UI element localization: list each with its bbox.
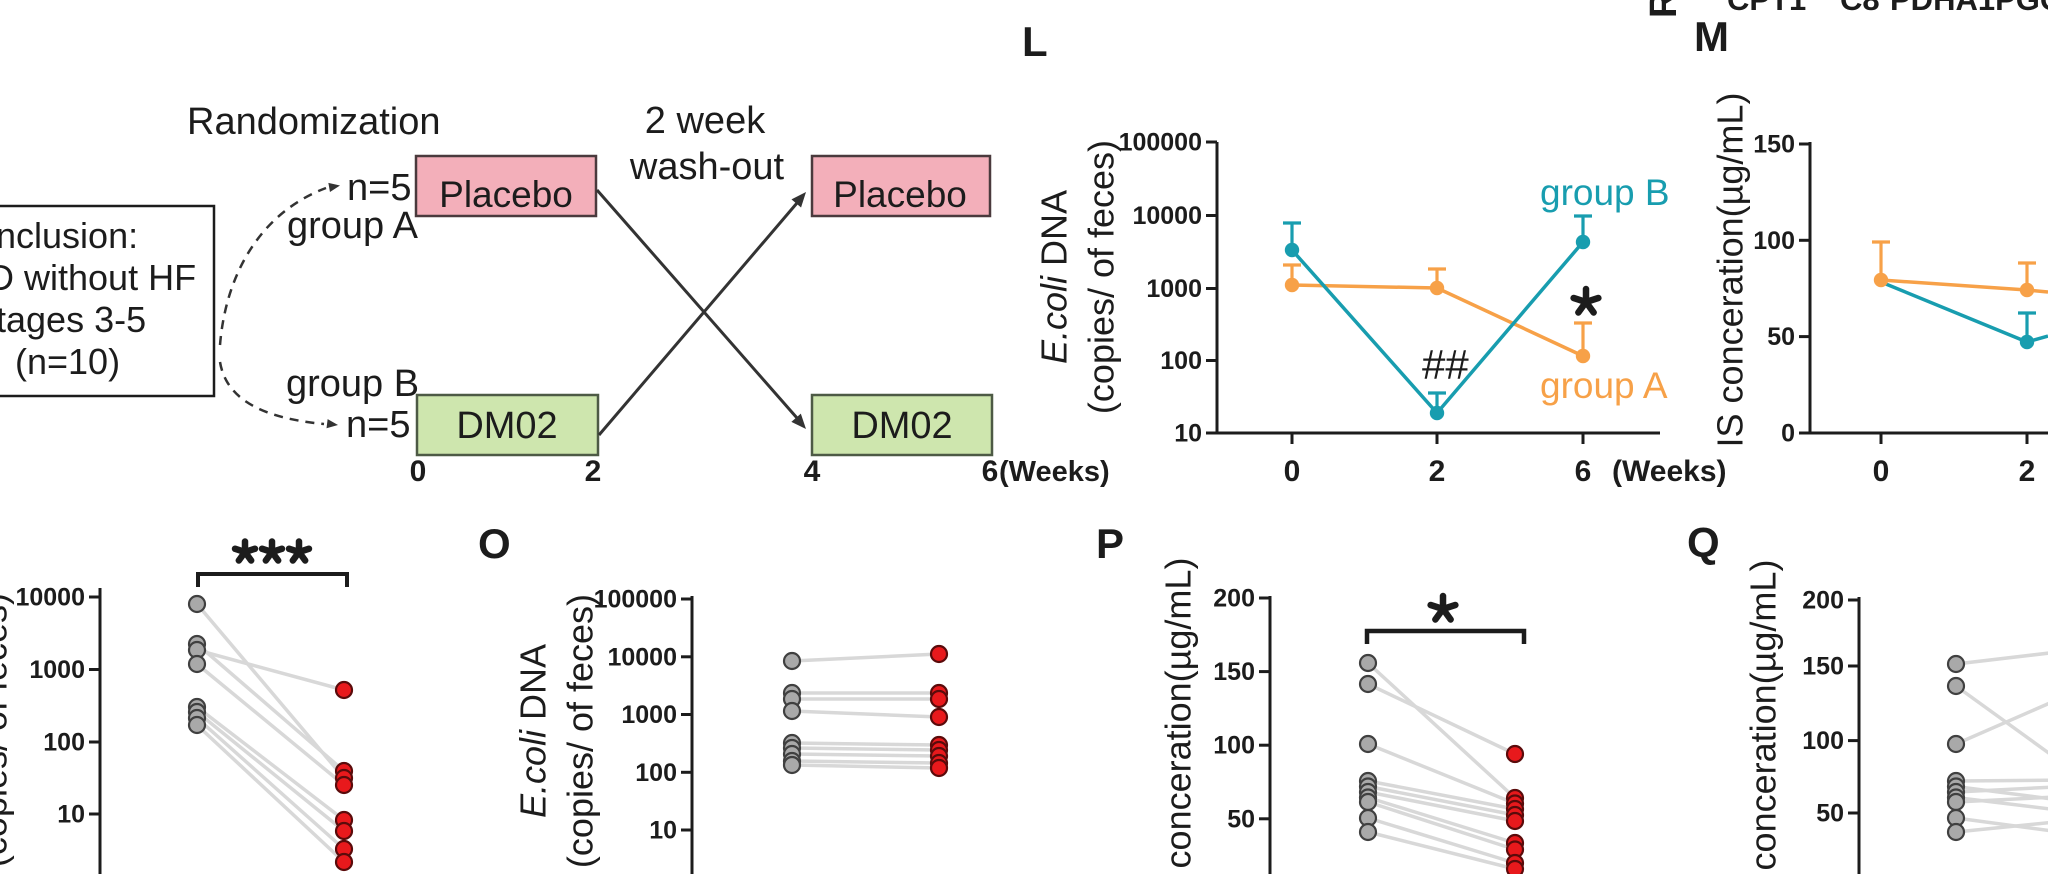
svg-text:Q: Q bbox=[1687, 519, 1720, 566]
svg-text:100000: 100000 bbox=[594, 586, 677, 614]
svg-text:Inclusion:: Inclusion: bbox=[0, 215, 138, 256]
svg-text:IS conceration(µg/mL): IS conceration(µg/mL) bbox=[1710, 93, 1751, 448]
svg-text:2: 2 bbox=[1429, 455, 1446, 488]
svg-text:n=5: n=5 bbox=[347, 167, 411, 209]
svg-text:0: 0 bbox=[1284, 455, 1301, 488]
svg-text:E.coli DNA: E.coli DNA bbox=[1034, 190, 1075, 364]
svg-text:6: 6 bbox=[1575, 455, 1592, 488]
svg-text:E.coli DNA: E.coli DNA bbox=[513, 644, 554, 818]
svg-text:(copies/ of feces): (copies/ of feces) bbox=[0, 593, 15, 867]
svg-text:group A: group A bbox=[1540, 365, 1668, 406]
svg-text:10000: 10000 bbox=[607, 643, 677, 671]
svg-text:DM02: DM02 bbox=[851, 405, 952, 447]
svg-text:50: 50 bbox=[1816, 800, 1844, 828]
svg-text:Placebo: Placebo bbox=[833, 174, 967, 215]
svg-text:150: 150 bbox=[1213, 658, 1255, 686]
svg-text:50: 50 bbox=[1227, 805, 1255, 833]
svg-text:10: 10 bbox=[649, 817, 677, 845]
svg-text:conceration(µg/mL): conceration(µg/mL) bbox=[1743, 560, 1784, 871]
svg-text:DM02: DM02 bbox=[456, 405, 557, 447]
svg-text:2: 2 bbox=[585, 455, 602, 488]
svg-text:10: 10 bbox=[57, 801, 85, 829]
svg-text:100: 100 bbox=[1753, 227, 1795, 255]
svg-text:50: 50 bbox=[1767, 323, 1795, 351]
svg-text:0: 0 bbox=[410, 455, 427, 488]
svg-text:CPT1: CPT1 bbox=[1727, 0, 1806, 17]
svg-text:150: 150 bbox=[1753, 131, 1795, 159]
svg-text:group A: group A bbox=[287, 205, 419, 247]
svg-text:R: R bbox=[1643, 0, 1685, 18]
svg-text:(copies/ of feces): (copies/ of feces) bbox=[1081, 140, 1122, 414]
svg-text:O: O bbox=[478, 520, 511, 567]
svg-text:2 week: 2 week bbox=[645, 100, 766, 142]
svg-text:1000: 1000 bbox=[29, 656, 85, 684]
svg-text:Randomization: Randomization bbox=[187, 101, 440, 143]
svg-text:M: M bbox=[1694, 13, 1729, 60]
svg-text:100: 100 bbox=[1160, 347, 1202, 375]
svg-text:1000: 1000 bbox=[621, 701, 677, 729]
svg-text:100: 100 bbox=[1213, 732, 1255, 760]
svg-text:2: 2 bbox=[2019, 455, 2036, 488]
svg-text:stages 3-5: stages 3-5 bbox=[0, 299, 146, 340]
svg-text:(n=10): (n=10) bbox=[15, 341, 120, 382]
svg-text:P: P bbox=[1096, 520, 1124, 567]
svg-text:C8: C8 bbox=[1840, 0, 1880, 17]
svg-text:200: 200 bbox=[1213, 585, 1255, 613]
svg-text:group B: group B bbox=[286, 363, 419, 405]
svg-text:100: 100 bbox=[635, 759, 677, 787]
svg-text:L: L bbox=[1022, 18, 1048, 65]
svg-text:200: 200 bbox=[1802, 587, 1844, 615]
svg-text:10: 10 bbox=[1174, 420, 1202, 448]
svg-text:10000: 10000 bbox=[15, 584, 85, 612]
svg-text:1000: 1000 bbox=[1146, 275, 1202, 303]
svg-text:(Weeks): (Weeks) bbox=[999, 456, 1110, 488]
svg-text:wash-out: wash-out bbox=[629, 146, 785, 188]
svg-text:##: ## bbox=[1422, 341, 1469, 388]
svg-text:6: 6 bbox=[982, 455, 999, 488]
svg-text:Placebo: Placebo bbox=[439, 174, 573, 215]
svg-text:10000: 10000 bbox=[1132, 202, 1202, 230]
svg-text:n=5: n=5 bbox=[346, 404, 410, 446]
svg-text:0: 0 bbox=[1873, 455, 1890, 488]
svg-text:conceration(µg/mL): conceration(µg/mL) bbox=[1158, 558, 1199, 869]
svg-text:0: 0 bbox=[1781, 420, 1795, 448]
svg-text:CKD without HF: CKD without HF bbox=[0, 257, 196, 298]
svg-text:4: 4 bbox=[804, 455, 821, 488]
svg-text:PDHA1PGC: PDHA1PGC bbox=[1890, 0, 2048, 17]
svg-text:group B: group B bbox=[1540, 172, 1670, 213]
svg-text:150: 150 bbox=[1802, 653, 1844, 681]
svg-text:(copies/ of feces): (copies/ of feces) bbox=[560, 594, 601, 868]
svg-text:100000: 100000 bbox=[1119, 129, 1202, 157]
svg-text:100: 100 bbox=[43, 729, 85, 757]
svg-text:100: 100 bbox=[1802, 727, 1844, 755]
svg-text:(Weeks): (Weeks) bbox=[1612, 455, 1727, 488]
